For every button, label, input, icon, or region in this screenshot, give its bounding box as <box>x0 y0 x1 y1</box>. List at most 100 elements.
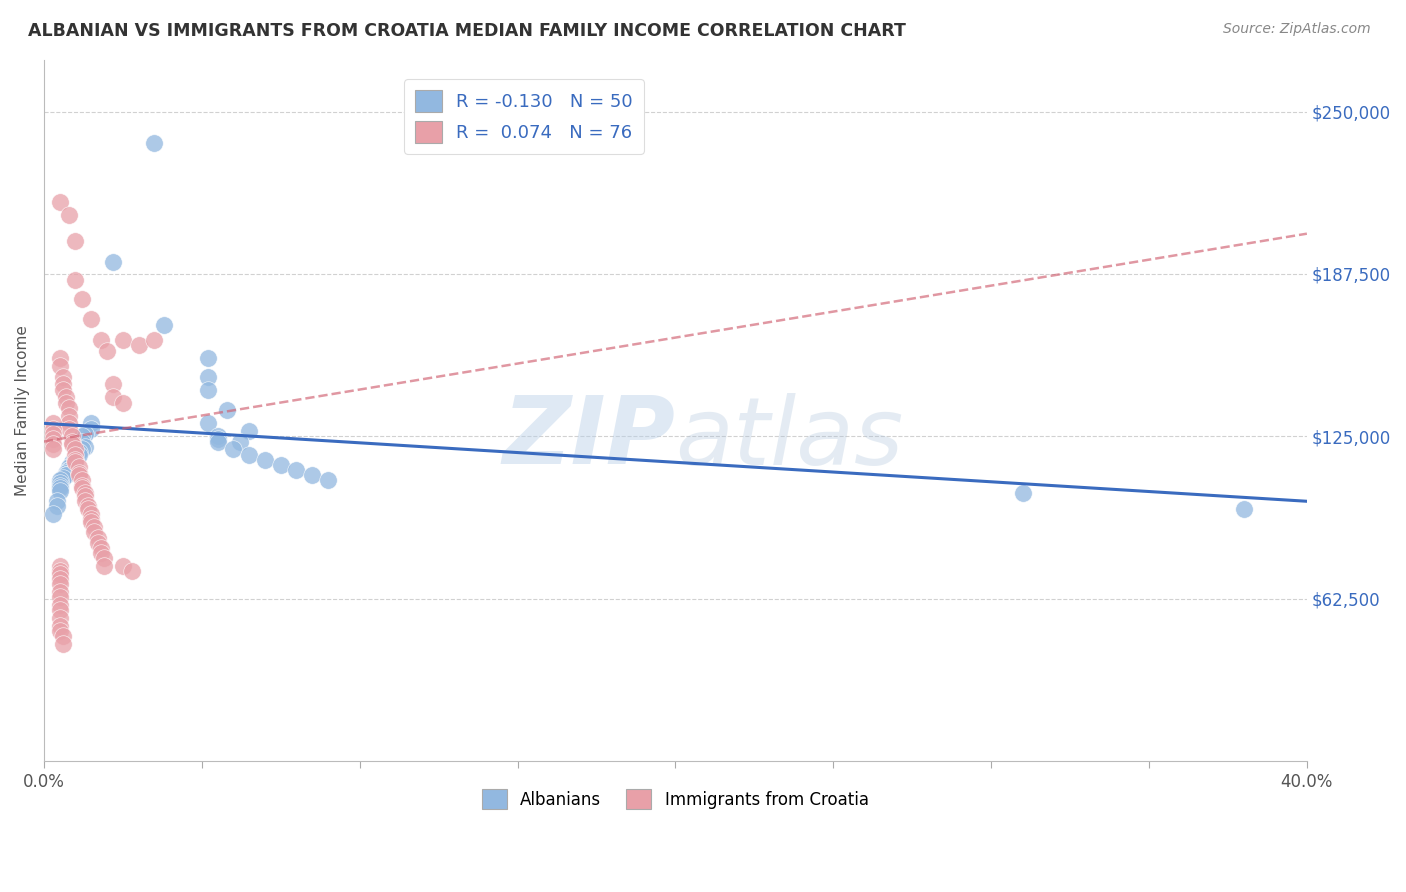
Point <box>73 486 96 500</box>
Point <box>73 440 96 454</box>
Point <box>48 351 70 366</box>
Point <box>80 512 103 526</box>
Point <box>52 629 75 643</box>
Y-axis label: Median Family Income: Median Family Income <box>15 325 30 496</box>
Point <box>65 273 87 287</box>
Point <box>103 390 125 404</box>
Point <box>60 437 83 451</box>
Point <box>48 572 70 586</box>
Point <box>73 489 96 503</box>
Point <box>77 500 100 514</box>
Text: Source: ZipAtlas.com: Source: ZipAtlas.com <box>1223 22 1371 37</box>
Point <box>70 429 93 443</box>
Point <box>73 426 96 441</box>
Point <box>55 390 77 404</box>
Point <box>1011 486 1033 500</box>
Point <box>70 292 93 306</box>
Point <box>111 333 134 347</box>
Point <box>93 551 115 566</box>
Point <box>65 455 87 469</box>
Point <box>48 359 70 374</box>
Point <box>48 624 70 639</box>
Point <box>65 448 87 462</box>
Point <box>65 235 87 249</box>
Point <box>65 452 87 467</box>
Point <box>80 312 103 326</box>
Point <box>48 611 70 625</box>
Point <box>301 468 323 483</box>
Point <box>55 466 77 480</box>
Point <box>48 195 70 210</box>
Point <box>67 466 90 480</box>
Point <box>58 417 80 431</box>
Point <box>83 525 105 540</box>
Point <box>207 429 229 443</box>
Point <box>42 442 65 457</box>
Point <box>80 421 103 435</box>
Point <box>42 432 65 446</box>
Point <box>65 452 87 467</box>
Point <box>58 460 80 475</box>
Point <box>60 434 83 449</box>
Point <box>48 565 70 579</box>
Point <box>42 421 65 435</box>
Point <box>48 478 70 492</box>
Point <box>70 434 93 449</box>
Point <box>96 343 118 358</box>
Point <box>65 442 87 457</box>
Point <box>197 417 219 431</box>
Point <box>48 476 70 491</box>
Point <box>58 209 80 223</box>
Point <box>70 481 93 495</box>
Point <box>197 351 219 366</box>
Point <box>121 565 143 579</box>
Point <box>111 559 134 574</box>
Legend: Albanians, Immigrants from Croatia: Albanians, Immigrants from Croatia <box>475 782 876 816</box>
Point <box>60 429 83 443</box>
Point <box>1233 502 1256 516</box>
Point <box>48 619 70 633</box>
Point <box>48 481 70 495</box>
Point <box>70 442 93 457</box>
Point <box>207 434 229 449</box>
Text: atlas: atlas <box>675 392 904 483</box>
Point <box>42 426 65 441</box>
Point <box>67 445 90 459</box>
Point <box>215 403 238 417</box>
Point <box>80 508 103 522</box>
Point <box>86 536 108 550</box>
Point <box>52 377 75 392</box>
Point <box>42 417 65 431</box>
Point <box>128 338 150 352</box>
Text: ALBANIAN VS IMMIGRANTS FROM CROATIA MEDIAN FAMILY INCOME CORRELATION CHART: ALBANIAN VS IMMIGRANTS FROM CROATIA MEDI… <box>28 22 905 40</box>
Point <box>80 515 103 529</box>
Point <box>67 448 90 462</box>
Point <box>90 541 112 555</box>
Point <box>65 455 87 469</box>
Point <box>55 468 77 483</box>
Point <box>143 333 166 347</box>
Point <box>52 471 75 485</box>
Point <box>143 136 166 150</box>
Point <box>197 383 219 397</box>
Point <box>58 463 80 477</box>
Point <box>42 437 65 451</box>
Point <box>58 401 80 415</box>
Point <box>48 567 70 582</box>
Point <box>285 463 308 477</box>
Point <box>67 468 90 483</box>
Point <box>48 559 70 574</box>
Point <box>93 559 115 574</box>
Point <box>77 502 100 516</box>
Point <box>70 474 93 488</box>
Point <box>83 520 105 534</box>
Point <box>103 377 125 392</box>
Point <box>52 383 75 397</box>
Point <box>60 458 83 472</box>
Point <box>55 468 77 483</box>
Point <box>48 474 70 488</box>
Point <box>90 546 112 560</box>
Point <box>58 409 80 423</box>
Point <box>316 474 339 488</box>
Point <box>48 585 70 599</box>
